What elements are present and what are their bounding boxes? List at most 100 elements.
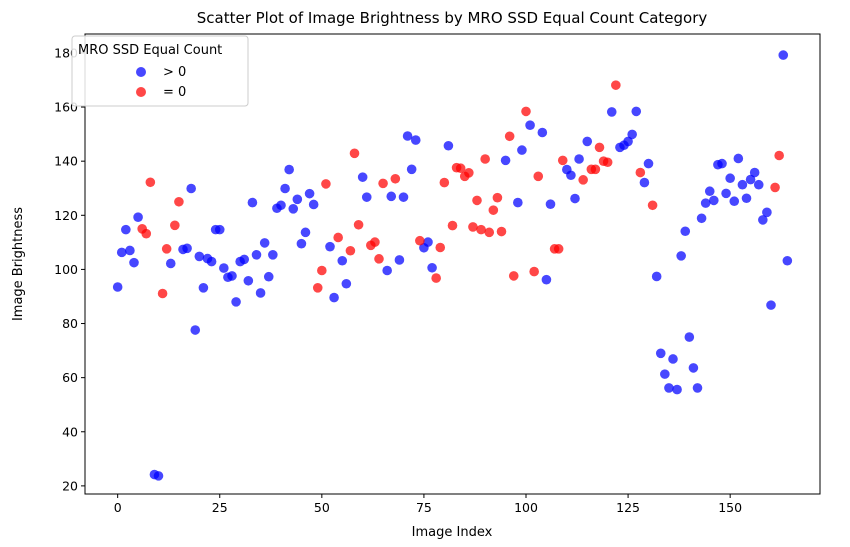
data-point-greater — [402, 131, 413, 141]
legend-label-equal: = 0 — [163, 85, 186, 100]
x-tick-label: 50 — [314, 500, 330, 515]
data-point-greater — [276, 200, 286, 211]
data-point-equal — [476, 224, 486, 235]
data-point-greater — [725, 173, 735, 184]
data-point-equal — [378, 178, 388, 189]
x-tick-label: 75 — [416, 500, 432, 515]
points-layer — [112, 50, 793, 481]
data-point-greater — [566, 170, 576, 181]
data-point-greater — [304, 188, 315, 199]
data-point-equal — [349, 148, 360, 159]
data-point-greater — [194, 251, 205, 262]
data-point-greater — [219, 263, 229, 273]
data-point-greater — [406, 164, 417, 175]
y-tick-label: 80 — [62, 316, 78, 331]
legend-box — [71, 35, 249, 107]
data-point-greater — [361, 192, 372, 202]
data-point-greater — [206, 256, 217, 267]
data-point-equal — [439, 177, 450, 188]
data-point-greater — [651, 271, 662, 282]
data-point-equal — [157, 288, 168, 299]
data-point-greater — [129, 257, 139, 268]
data-point-greater — [292, 194, 303, 205]
data-point-greater — [227, 271, 237, 281]
data-point-equal — [431, 273, 441, 283]
data-point-greater — [255, 288, 266, 298]
data-point-greater — [239, 254, 250, 265]
data-point-greater — [606, 107, 617, 117]
data-point-equal — [492, 192, 503, 203]
data-point-equal — [488, 205, 499, 215]
y-tick-label: 40 — [62, 424, 78, 439]
data-point-greater — [284, 164, 294, 175]
data-point-greater — [125, 245, 135, 256]
data-point-equal — [317, 265, 327, 276]
data-point-equal — [578, 175, 588, 185]
data-point-greater — [165, 258, 176, 269]
data-point-greater — [198, 283, 209, 293]
data-point-equal — [774, 150, 784, 161]
data-point-greater — [766, 300, 776, 310]
data-point-equal — [447, 220, 458, 231]
data-point-equal — [770, 182, 780, 193]
legend-label-greater: > 0 — [163, 65, 186, 80]
data-point-equal — [374, 254, 384, 264]
data-point-greater — [296, 238, 307, 249]
data-point-greater — [639, 177, 650, 188]
data-point-greater — [116, 247, 127, 258]
data-point-greater — [717, 158, 727, 169]
data-point-equal — [472, 195, 482, 206]
data-point-greater — [643, 158, 654, 169]
chart-title: Scatter Plot of Image Brightness by MRO … — [197, 9, 708, 27]
data-point-greater — [247, 197, 258, 208]
data-point-greater — [676, 251, 686, 261]
data-point-equal — [468, 222, 478, 232]
data-point-equal — [553, 244, 564, 254]
data-point-greater — [190, 325, 201, 335]
data-point-greater — [709, 195, 719, 206]
data-point-greater — [308, 199, 319, 210]
data-point-greater — [443, 140, 454, 151]
data-point-greater — [394, 255, 405, 265]
data-point-greater — [672, 384, 682, 395]
data-point-greater — [300, 227, 311, 238]
x-tick-label: 25 — [212, 500, 228, 515]
data-point-greater — [733, 153, 744, 164]
data-point-equal — [435, 242, 446, 253]
data-point-greater — [280, 183, 290, 194]
data-point-equal — [529, 266, 539, 277]
data-point-equal — [508, 271, 519, 281]
data-point-greater — [582, 136, 593, 147]
data-point-greater — [570, 193, 580, 204]
data-point-greater — [627, 129, 637, 140]
data-point-equal — [141, 228, 152, 239]
data-point-greater — [668, 354, 678, 364]
data-point-greater — [259, 238, 270, 248]
data-point-greater — [337, 255, 348, 266]
data-point-greater — [513, 197, 523, 208]
data-point-equal — [464, 168, 474, 178]
data-point-equal — [533, 171, 544, 182]
data-point-greater — [500, 155, 511, 166]
data-point-greater — [121, 224, 131, 235]
data-point-greater — [268, 250, 278, 260]
x-axis-label: Image Index — [412, 525, 493, 540]
data-point-greater — [382, 265, 392, 276]
data-point-equal — [521, 106, 531, 117]
data-point-greater — [782, 255, 793, 266]
data-point-greater — [423, 237, 433, 247]
data-point-greater — [182, 243, 192, 254]
data-point-greater — [427, 262, 437, 273]
data-point-greater — [762, 207, 772, 218]
data-point-greater — [517, 145, 527, 155]
data-point-greater — [758, 215, 768, 225]
y-tick-label: 60 — [62, 370, 78, 385]
data-point-greater — [133, 212, 143, 222]
data-point-equal — [602, 157, 613, 168]
data-point-greater — [541, 274, 552, 285]
data-point-greater — [574, 154, 584, 164]
data-point-greater — [655, 348, 666, 359]
data-point-greater — [410, 135, 421, 145]
data-point-equal — [145, 177, 156, 188]
